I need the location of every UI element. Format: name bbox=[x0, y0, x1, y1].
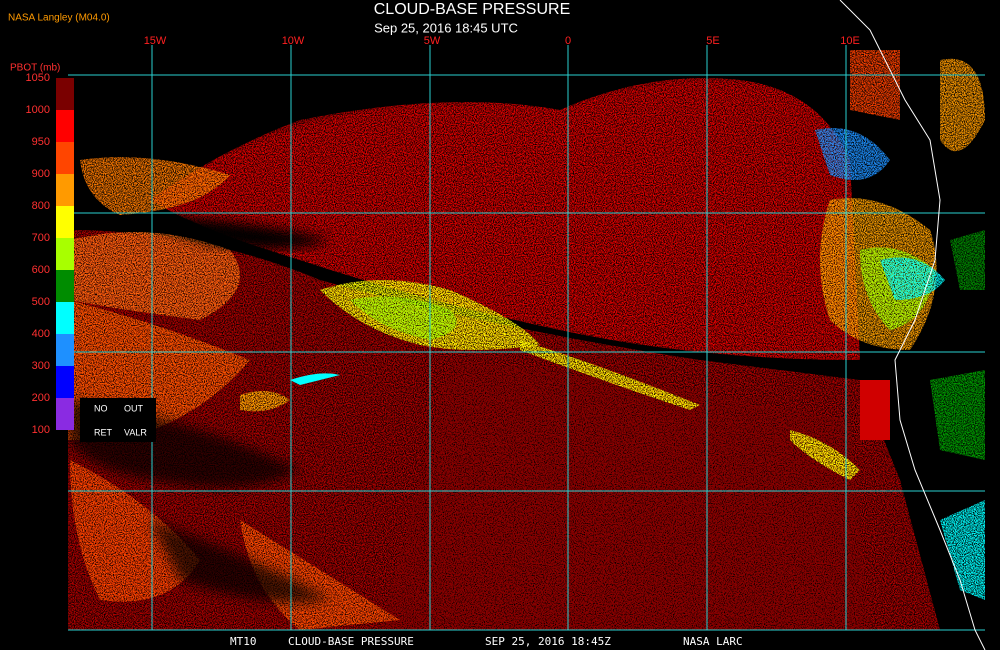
cloud-field bbox=[68, 45, 985, 630]
note-box bbox=[80, 398, 156, 442]
footer-text: SEP 25, 2016 18:45Z bbox=[485, 635, 611, 648]
colorbar-note: VALR bbox=[124, 427, 147, 437]
color-swatch bbox=[56, 398, 74, 430]
colorbar-label: 900 bbox=[32, 168, 50, 180]
colorbar-label: 1000 bbox=[26, 104, 50, 116]
color-swatch bbox=[56, 174, 74, 206]
color-swatch bbox=[56, 142, 74, 174]
color-swatch bbox=[56, 78, 74, 110]
longitude-label: 0 bbox=[565, 35, 571, 47]
color-swatch bbox=[56, 302, 74, 334]
colorbar: 1050 1000 950 900 800 700 600 500 400 300 200 100 bbox=[26, 72, 74, 436]
colorbar-title: PBOT (mb) bbox=[10, 63, 60, 74]
color-swatch bbox=[56, 238, 74, 270]
colorbar-label: 950 bbox=[32, 136, 50, 148]
footer-text: CLOUD-BASE PRESSURE bbox=[288, 635, 414, 648]
colorbar-label: 1050 bbox=[26, 72, 50, 84]
colorbar-label: 100 bbox=[32, 424, 50, 436]
colorbar-label: 600 bbox=[32, 264, 50, 276]
colorbar-label: 300 bbox=[32, 360, 50, 372]
color-swatch bbox=[56, 270, 74, 302]
colorbar-note: NO bbox=[94, 403, 108, 413]
footer-text: MT10 bbox=[230, 635, 257, 648]
colorbar-label: 700 bbox=[32, 232, 50, 244]
longitude-label: 15W bbox=[144, 35, 167, 47]
title: CLOUD-BASE PRESSURE bbox=[374, 1, 571, 18]
color-swatch bbox=[56, 366, 74, 398]
colorbar-note: RET bbox=[94, 427, 113, 437]
subtitle: Sep 25, 2016 18:45 UTC bbox=[374, 20, 518, 35]
colorbar-note: OUT bbox=[124, 403, 144, 413]
graticule bbox=[68, 45, 985, 631]
longitude-label: 10W bbox=[282, 35, 305, 47]
color-swatch bbox=[56, 110, 74, 142]
color-swatch bbox=[56, 206, 74, 238]
longitude-label: 10E bbox=[840, 35, 860, 47]
color-swatch bbox=[56, 334, 74, 366]
colorbar-label: 400 bbox=[32, 328, 50, 340]
coastline bbox=[839, 0, 986, 650]
longitude-label: 5W bbox=[424, 35, 441, 47]
longitude-label: 5E bbox=[706, 35, 719, 47]
footer-text: NASA LARC bbox=[683, 635, 743, 648]
source-label: NASA Langley (M04.0) bbox=[8, 13, 110, 24]
colorbar-label: 500 bbox=[32, 296, 50, 308]
colorbar-label: 200 bbox=[32, 392, 50, 404]
colorbar-label: 800 bbox=[32, 200, 50, 212]
